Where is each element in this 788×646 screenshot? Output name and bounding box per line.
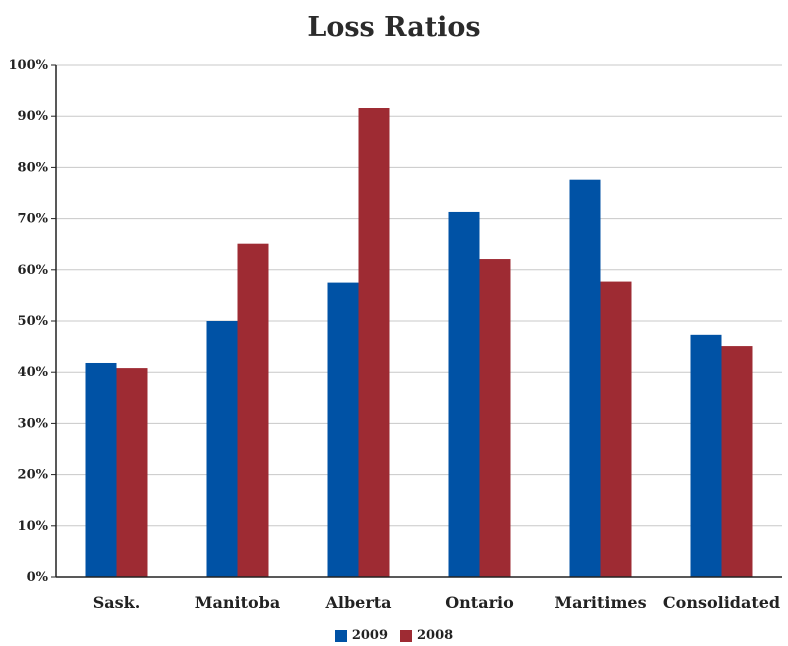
- y-tick-label: 20%: [18, 468, 49, 483]
- x-tick-label: Ontario: [445, 593, 514, 612]
- y-tick-label: 90%: [18, 109, 49, 124]
- bar-2008-maritimes: [600, 281, 632, 577]
- legend: 2009 2008: [0, 628, 788, 646]
- legend-label: 2009: [351, 628, 388, 643]
- x-tick-label: Maritimes: [554, 593, 646, 612]
- bar-2009-manitoba: [206, 321, 238, 577]
- x-tick-label: Sask.: [93, 593, 141, 612]
- legend-swatch: [334, 629, 347, 642]
- y-tick-label: 100%: [9, 58, 49, 73]
- legend-label: 2008: [417, 628, 454, 643]
- y-tick-label: 40%: [18, 365, 49, 380]
- chart-title: Loss Ratios: [307, 12, 481, 43]
- bar-2008-manitoba: [237, 243, 269, 578]
- y-tick-label: 0%: [27, 570, 49, 585]
- y-tick-label: 50%: [18, 314, 49, 329]
- bar-2009-consolidated: [690, 334, 722, 577]
- x-tick-label: Consolidated: [663, 593, 780, 612]
- bar-2008-consolidated: [721, 346, 753, 577]
- bar-2009-ontario: [448, 211, 480, 577]
- y-tick-label: 10%: [18, 519, 49, 534]
- bar-2009-maritimes: [569, 179, 601, 578]
- bars: [85, 108, 753, 578]
- bar-2008-ontario: [479, 259, 511, 577]
- y-tick-label: 30%: [18, 416, 49, 431]
- legend-item: 2009: [334, 628, 388, 643]
- bar-2008-sask: [116, 368, 148, 577]
- axes: [51, 64, 782, 578]
- legend-item: 2008: [400, 628, 453, 643]
- x-tick-label: Alberta: [324, 593, 391, 612]
- y-tick-label: 60%: [18, 263, 49, 278]
- axis-labels: 0% 10% 20% 30% 40% 50% 60% 70% 80% 90% 100% Sask. Ma…: [9, 58, 781, 612]
- bar-2009-sask: [85, 362, 117, 577]
- x-tick-label: Manitoba: [195, 593, 280, 612]
- y-tick-label: 70%: [18, 212, 49, 227]
- legend-swatch: [400, 629, 412, 642]
- y-tick-label: 80%: [18, 160, 49, 175]
- bar-2009-alberta: [327, 282, 359, 577]
- gridlines: [56, 64, 782, 527]
- bar-2008-alberta: [358, 108, 390, 578]
